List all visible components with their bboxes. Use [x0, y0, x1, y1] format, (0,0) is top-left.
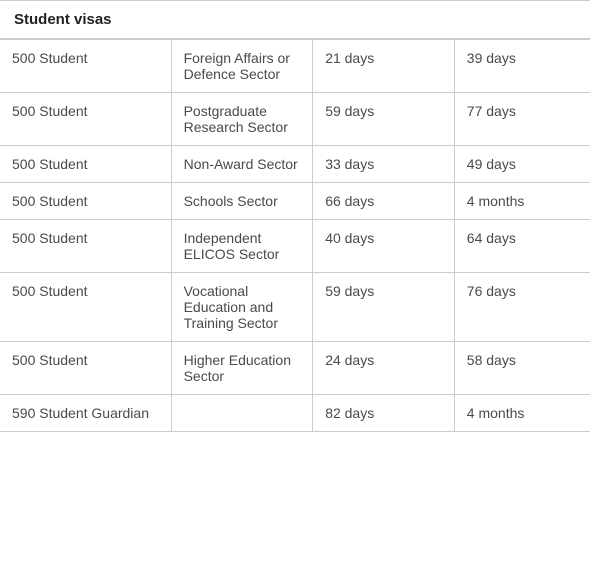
table-row: 500 Student Non-Award Sector 33 days 49 …: [0, 146, 590, 183]
table-row: 590 Student Guardian 82 days 4 months: [0, 395, 590, 432]
cell-time-1: 82 days: [313, 395, 455, 432]
visa-table: 500 Student Foreign Affairs or Defence S…: [0, 39, 590, 432]
cell-visa-type: 500 Student: [0, 93, 171, 146]
cell-visa-type: 500 Student: [0, 273, 171, 342]
cell-time-1: 40 days: [313, 220, 455, 273]
cell-visa-type: 500 Student: [0, 220, 171, 273]
cell-visa-type: 500 Student: [0, 342, 171, 395]
cell-sector: Higher Education Sector: [171, 342, 313, 395]
cell-time-2: 4 months: [454, 183, 590, 220]
cell-time-2: 77 days: [454, 93, 590, 146]
table-row: 500 Student Independent ELICOS Sector 40…: [0, 220, 590, 273]
table-row: 500 Student Higher Education Sector 24 d…: [0, 342, 590, 395]
visa-table-container: Student visas 500 Student Foreign Affair…: [0, 0, 590, 432]
table-body: 500 Student Foreign Affairs or Defence S…: [0, 40, 590, 432]
cell-sector: Schools Sector: [171, 183, 313, 220]
cell-time-1: 24 days: [313, 342, 455, 395]
cell-time-2: 58 days: [454, 342, 590, 395]
cell-time-1: 33 days: [313, 146, 455, 183]
cell-sector: Independent ELICOS Sector: [171, 220, 313, 273]
cell-sector: [171, 395, 313, 432]
cell-time-1: 66 days: [313, 183, 455, 220]
cell-time-2: 39 days: [454, 40, 590, 93]
cell-time-2: 76 days: [454, 273, 590, 342]
cell-time-1: 21 days: [313, 40, 455, 93]
table-row: 500 Student Postgraduate Research Sector…: [0, 93, 590, 146]
cell-visa-type: 500 Student: [0, 183, 171, 220]
table-title: Student visas: [0, 0, 590, 39]
cell-sector: Foreign Affairs or Defence Sector: [171, 40, 313, 93]
table-row: 500 Student Schools Sector 66 days 4 mon…: [0, 183, 590, 220]
cell-visa-type: 500 Student: [0, 40, 171, 93]
cell-time-2: 49 days: [454, 146, 590, 183]
cell-sector: Vocational Education and Training Sector: [171, 273, 313, 342]
cell-time-2: 64 days: [454, 220, 590, 273]
cell-time-2: 4 months: [454, 395, 590, 432]
cell-visa-type: 590 Student Guardian: [0, 395, 171, 432]
cell-visa-type: 500 Student: [0, 146, 171, 183]
cell-sector: Non-Award Sector: [171, 146, 313, 183]
cell-time-1: 59 days: [313, 273, 455, 342]
cell-time-1: 59 days: [313, 93, 455, 146]
table-row: 500 Student Vocational Education and Tra…: [0, 273, 590, 342]
table-row: 500 Student Foreign Affairs or Defence S…: [0, 40, 590, 93]
cell-sector: Postgraduate Research Sector: [171, 93, 313, 146]
